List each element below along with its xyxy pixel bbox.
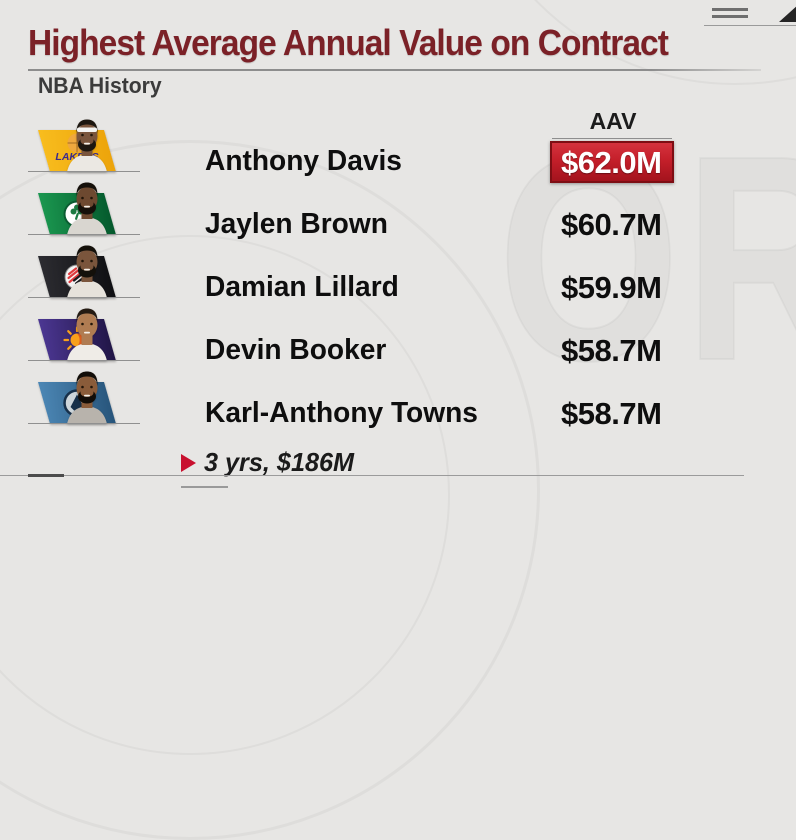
player-name: Devin Booker	[205, 334, 387, 366]
player-name: Karl-Anthony Towns	[205, 397, 478, 429]
row-divider	[28, 234, 140, 235]
title-divider	[28, 69, 761, 71]
table-row: LAKERS Anthony Davis $62.0M	[0, 119, 796, 183]
column-header-aav: AAV	[589, 108, 637, 134]
player-name: Jaylen Brown	[205, 208, 388, 240]
player-name: Anthony Davis	[205, 145, 402, 177]
contract-table: LAKERS Anthony Davis $62.0M	[0, 119, 796, 440]
bottom-divider	[0, 475, 744, 476]
contract-value: $59.9M	[561, 270, 662, 305]
page-title: Highest Average Annual Value on Contract	[28, 22, 669, 63]
player-headshot	[67, 119, 107, 172]
footnote-triangle-icon	[181, 454, 196, 472]
player-headshot	[67, 182, 107, 235]
table-row: Damian Lillard $59.9M	[0, 245, 796, 309]
row-divider	[28, 171, 140, 172]
page-subtitle: NBA History	[38, 73, 162, 98]
row-divider	[28, 297, 140, 298]
table-row: Karl-Anthony Towns $58.7M	[0, 371, 796, 435]
player-headshot	[67, 371, 107, 424]
footnote-text: 3 yrs, $186M	[204, 447, 355, 477]
player-name: Damian Lillard	[205, 271, 399, 303]
contract-value: $58.7M	[561, 333, 662, 368]
menu-line-icon	[712, 15, 748, 18]
bottom-divider-short	[181, 486, 228, 488]
table-row: Jaylen Brown $60.7M	[0, 182, 796, 246]
menu-line-icon	[712, 8, 748, 11]
contract-value: $62.0M	[561, 145, 662, 180]
table-row: Devin Booker $58.7M	[0, 308, 796, 372]
player-headshot	[67, 245, 107, 298]
highlighted-value-box: $62.0M	[550, 141, 674, 183]
row-divider	[28, 360, 140, 361]
player-headshot	[67, 308, 107, 361]
bottom-divider-accent	[28, 474, 64, 477]
row-divider	[28, 423, 140, 424]
contract-value: $60.7M	[561, 207, 662, 242]
top-right-rule	[704, 25, 796, 26]
aav-divider	[552, 138, 672, 139]
contract-value: $58.7M	[561, 396, 662, 431]
